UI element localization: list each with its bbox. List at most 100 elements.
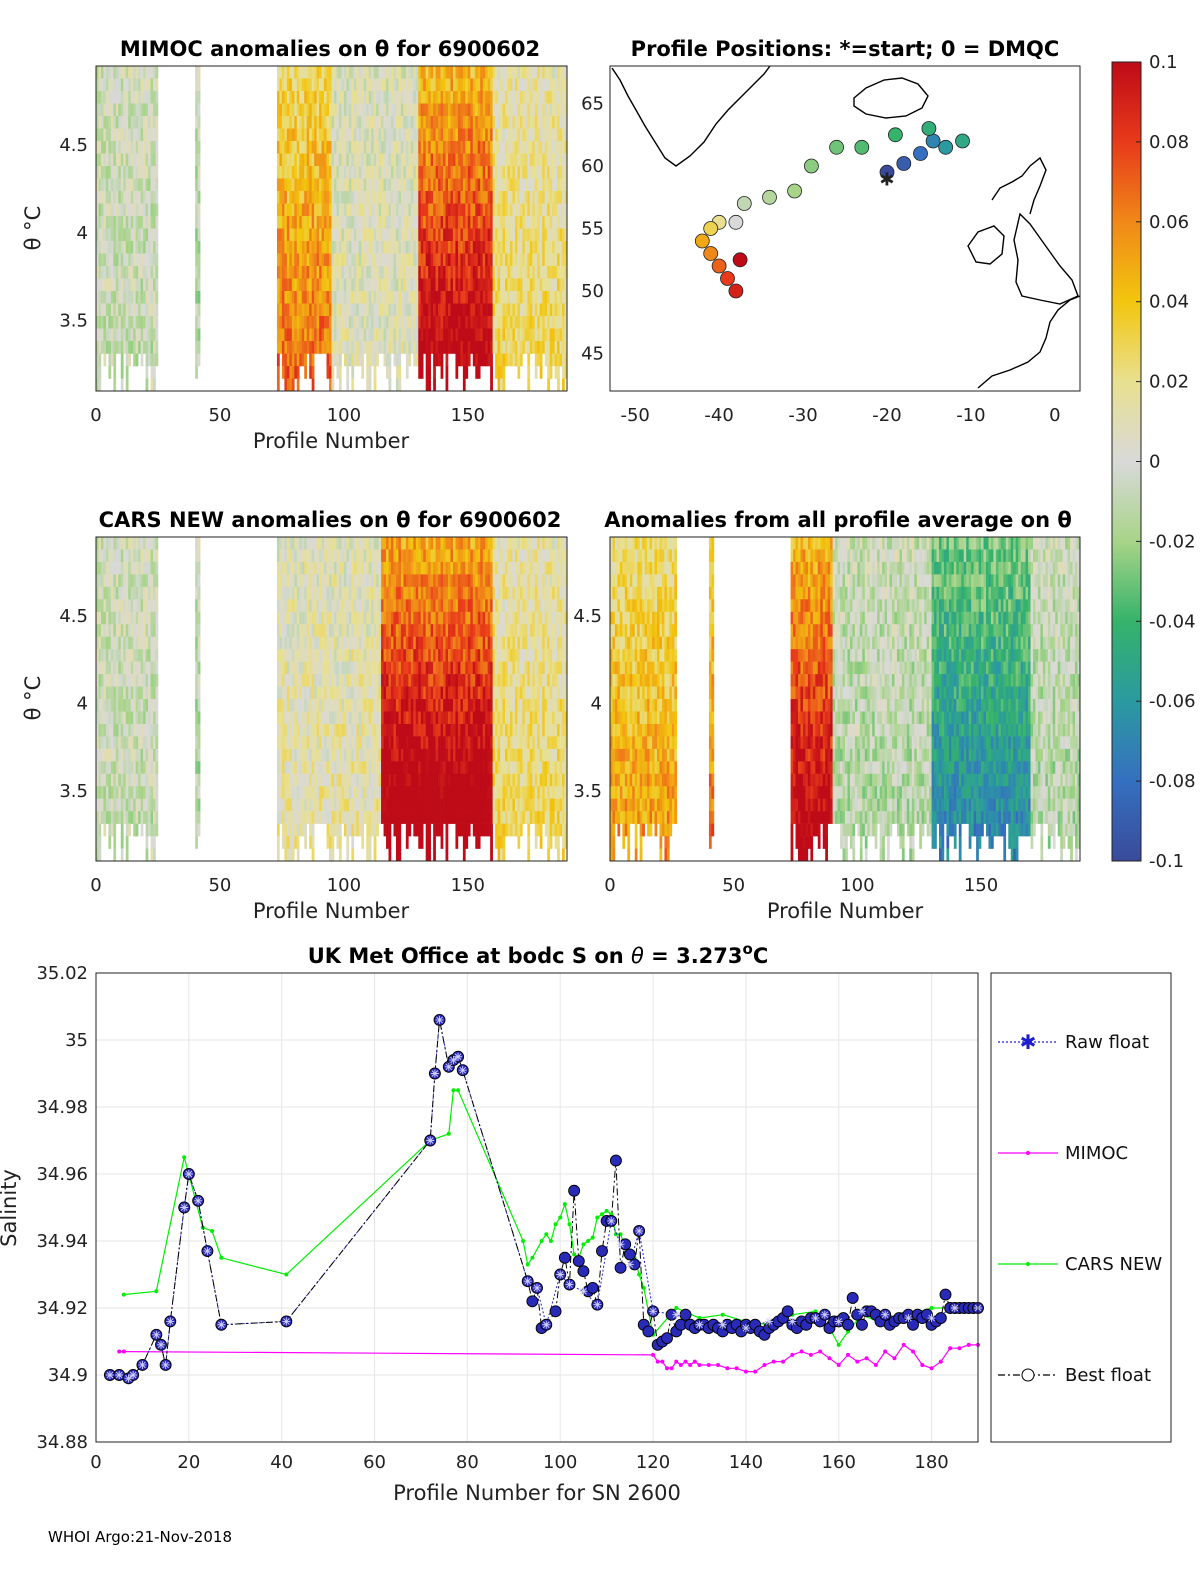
heatmap-cell <box>430 291 434 304</box>
heatmap-cell <box>98 216 102 229</box>
heatmap-cell <box>135 561 139 575</box>
heatmap-cell <box>564 216 568 229</box>
heatmap-cell <box>299 786 303 799</box>
heatmap-cell <box>296 586 300 600</box>
heatmap-cell <box>351 78 355 92</box>
heatmap-cell <box>301 128 305 142</box>
heatmap-cell <box>143 586 146 600</box>
heatmap-cell <box>351 191 355 204</box>
heatmap-cell <box>351 378 355 392</box>
heatmap-cell <box>462 216 466 229</box>
heatmap-cell <box>321 686 325 700</box>
heatmap-cell <box>388 253 392 267</box>
heatmap-cell <box>296 699 300 712</box>
heatmap-cell <box>383 228 387 242</box>
heatmap-cell <box>348 611 352 625</box>
heatmap-cell <box>321 761 325 775</box>
heatmap-cell <box>331 798 335 812</box>
heatmap-cell <box>333 823 337 837</box>
heatmap-cell <box>445 128 449 142</box>
heatmap-cell <box>100 586 104 600</box>
heatmap-cell <box>348 798 352 812</box>
heatmap-cell <box>150 78 154 92</box>
heatmap-cell <box>299 624 303 637</box>
heatmap-cell <box>413 328 417 342</box>
heatmap-cell <box>100 574 104 588</box>
heatmap-cell <box>400 303 404 317</box>
heatmap-cell <box>425 378 429 392</box>
heatmap-cell <box>100 537 104 550</box>
heatmap-cell <box>509 178 513 192</box>
heatmap-cell <box>130 636 134 650</box>
heatmap-cell <box>487 253 491 267</box>
heatmap-cell <box>363 116 367 129</box>
heatmap-cell <box>400 328 404 342</box>
heatmap-cell <box>311 291 315 304</box>
heatmap-cell <box>128 611 132 625</box>
heatmap-cell <box>512 291 516 304</box>
heatmap-cell <box>495 141 498 154</box>
heatmap-cell <box>353 78 357 92</box>
heatmap-cell <box>420 278 424 292</box>
heatmap-cell <box>539 228 543 242</box>
heatmap-cell <box>497 353 501 367</box>
heatmap-cell <box>512 203 516 217</box>
heatmap-cell <box>276 686 280 700</box>
heatmap-cell <box>462 228 466 242</box>
heatmap-cell <box>123 328 127 342</box>
heatmap-cell <box>361 66 365 79</box>
heatmap-cell <box>296 316 300 329</box>
heatmap-cell <box>492 341 496 354</box>
heatmap-cell <box>286 711 290 725</box>
heatmap-cell <box>368 328 372 342</box>
heatmap-cell <box>128 203 132 217</box>
heatmap-cell <box>98 191 102 204</box>
heatmap-cell <box>153 203 156 217</box>
heatmap-cell <box>286 228 290 242</box>
heatmap-cell <box>296 537 300 550</box>
heatmap-cell <box>100 561 104 575</box>
heatmap-cell <box>145 611 149 625</box>
heatmap-cell <box>559 166 563 179</box>
start-marker: ✱ <box>879 170 894 191</box>
heatmap-cell <box>532 216 536 229</box>
heatmap-cell <box>376 228 379 242</box>
heatmap-cell <box>96 303 99 317</box>
heatmap-cell <box>316 798 320 812</box>
heatmap-cell <box>475 216 479 229</box>
heatmap-cell <box>435 353 439 367</box>
heatmap-cell <box>138 191 141 204</box>
heatmap-cell <box>410 341 414 354</box>
heatmap-cell <box>153 228 156 242</box>
heatmap-cell <box>522 216 526 229</box>
heatmap-cell <box>336 303 340 317</box>
profile-position-marker <box>913 146 928 161</box>
heatmap-cell <box>314 141 317 154</box>
heatmap-cell <box>500 141 503 154</box>
heatmap-cell <box>433 166 436 179</box>
heatmap-cell <box>309 674 312 687</box>
heatmap-cell <box>418 303 422 317</box>
heatmap-cell <box>333 599 337 613</box>
heatmap-cell <box>507 116 511 129</box>
heatmap-cell <box>378 291 382 304</box>
heatmap-cell <box>103 128 107 142</box>
heatmap-cell <box>316 216 320 229</box>
heatmap-cell <box>123 661 127 675</box>
heatmap-cell <box>477 341 481 354</box>
heatmap-cell <box>304 216 308 229</box>
heatmap-cell <box>420 91 424 104</box>
heatmap-cell <box>462 366 466 379</box>
heatmap-cell <box>356 278 360 292</box>
heatmap-cell <box>316 266 320 279</box>
heatmap-cell <box>351 574 355 588</box>
heatmap-cell <box>428 353 431 367</box>
heatmap-cell <box>125 823 129 837</box>
heatmap-cell <box>279 661 283 675</box>
heatmap-cell <box>445 191 449 204</box>
heatmap-cell <box>405 328 409 342</box>
heatmap-cell <box>96 216 99 229</box>
heatmap-cell <box>98 203 102 217</box>
heatmap-cell <box>130 141 134 154</box>
heatmap-cell <box>150 674 154 687</box>
